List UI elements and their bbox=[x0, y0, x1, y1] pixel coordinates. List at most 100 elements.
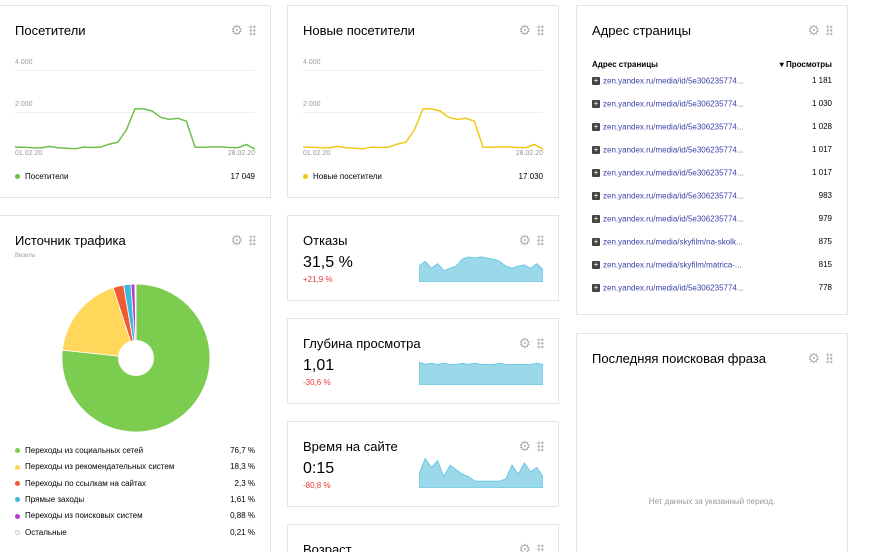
views-count: 1 017 bbox=[811, 145, 832, 154]
expand-icon[interactable]: + bbox=[592, 167, 600, 177]
gear-icon[interactable]: ⚙ bbox=[518, 232, 531, 248]
legend-item: Прямые заходы 1,61 % bbox=[15, 495, 255, 507]
legend-label: Переходы из социальных сетей bbox=[25, 446, 144, 455]
legend-dot bbox=[15, 513, 20, 519]
drag-handle-icon[interactable] bbox=[826, 352, 833, 364]
card-title: Адрес страницы bbox=[592, 23, 691, 38]
metric-delta: -30,6 % bbox=[303, 378, 331, 387]
legend-dot bbox=[15, 464, 20, 470]
gear-icon[interactable]: ⚙ bbox=[230, 232, 243, 248]
pie-slice bbox=[61, 283, 211, 433]
views-count: 1 028 bbox=[811, 122, 832, 131]
gear-icon[interactable]: ⚙ bbox=[518, 22, 531, 38]
drag-handle-icon[interactable] bbox=[537, 234, 544, 246]
metric-delta: +21,9 % bbox=[303, 275, 333, 284]
new-visitors-line-chart bbox=[302, 108, 544, 150]
expand-icon[interactable]: + bbox=[592, 282, 600, 292]
gear-icon[interactable]: ⚙ bbox=[518, 335, 531, 351]
drag-handle-icon[interactable] bbox=[537, 440, 544, 452]
views-count: 979 bbox=[818, 214, 832, 223]
table-row[interactable]: + zen.yandex.ru/media/id/5e306235774... 98… bbox=[592, 191, 832, 203]
card-tools: ⚙ bbox=[518, 336, 544, 350]
page-url-link[interactable]: zen.yandex.ru/media/id/5e306235774... bbox=[603, 122, 744, 132]
page-url-link[interactable]: zen.yandex.ru/media/skyfilm/na-skolk... bbox=[603, 237, 743, 247]
page-url-link[interactable]: zen.yandex.ru/media/id/5e306235774... bbox=[603, 214, 744, 224]
expand-icon[interactable]: + bbox=[592, 259, 600, 269]
column-views-sort[interactable]: ▾ Просмотры bbox=[779, 60, 832, 69]
views-count: 1 017 bbox=[811, 168, 832, 177]
card-title: Отказы bbox=[303, 233, 348, 248]
card-title: Время на сайте bbox=[303, 439, 398, 454]
table-row[interactable]: + zen.yandex.ru/media/id/5e306235774... 1 … bbox=[592, 145, 832, 157]
y-tick-4000: 4 000 bbox=[15, 59, 33, 66]
table-row[interactable]: + zen.yandex.ru/media/id/5e306235774... 77… bbox=[592, 283, 832, 295]
metric-delta: -80,8 % bbox=[303, 481, 331, 490]
page-url-link[interactable]: zen.yandex.ru/media/id/5e306235774... bbox=[603, 283, 744, 293]
table-header: Адрес страницы ▾ Просмотры bbox=[592, 60, 832, 69]
table-row[interactable]: + zen.yandex.ru/media/id/5e306235774... 1 … bbox=[592, 99, 832, 111]
expand-icon[interactable]: + bbox=[592, 236, 600, 246]
gear-icon[interactable]: ⚙ bbox=[807, 22, 820, 38]
table-row[interactable]: + zen.yandex.ru/media/id/5e306235774... 1 … bbox=[592, 168, 832, 180]
y-tick-4000: 4 000 bbox=[303, 59, 321, 66]
legend-percent: 0,88 % bbox=[230, 511, 255, 521]
page-url-link[interactable]: zen.yandex.ru/media/id/5e306235774... bbox=[603, 168, 744, 178]
drag-handle-icon[interactable] bbox=[537, 337, 544, 349]
gridline bbox=[15, 112, 255, 113]
metric-value: 31,5 % bbox=[303, 254, 353, 271]
legend-label: Прямые заходы bbox=[25, 494, 85, 504]
table-row[interactable]: + zen.yandex.ru/media/skyfilm/matrica-...… bbox=[592, 260, 832, 272]
page-url-link[interactable]: zen.yandex.ru/media/id/5e306235774... bbox=[603, 191, 744, 201]
card-tools: ⚙ bbox=[230, 23, 256, 37]
legend-label: Посетители bbox=[25, 172, 69, 181]
drag-handle-icon[interactable] bbox=[249, 24, 256, 36]
depth-card: Глубина просмотра ⚙ 1,01 -30,6 % bbox=[287, 318, 559, 404]
visitors-line-chart bbox=[14, 108, 256, 150]
drag-handle-icon[interactable] bbox=[826, 24, 833, 36]
legend-dot bbox=[15, 497, 20, 503]
drag-handle-icon[interactable] bbox=[537, 543, 544, 552]
sparkline-area bbox=[419, 361, 543, 385]
page-url-link[interactable]: zen.yandex.ru/media/id/5e306235774... bbox=[603, 76, 744, 86]
table-row[interactable]: + zen.yandex.ru/media/id/5e306235774... 1 … bbox=[592, 122, 832, 134]
expand-icon[interactable]: + bbox=[592, 190, 600, 200]
legend-label: Переходы по ссылкам на сайтах bbox=[25, 478, 147, 488]
page-url-link[interactable]: zen.yandex.ru/media/id/5e306235774... bbox=[603, 145, 744, 155]
legend-percent: 18,3 % bbox=[230, 462, 255, 472]
expand-icon[interactable]: + bbox=[592, 121, 600, 131]
legend-item: Остальные 0,21 % bbox=[15, 528, 255, 540]
gear-icon[interactable]: ⚙ bbox=[807, 350, 820, 366]
card-tools: ⚙ bbox=[518, 233, 544, 247]
expand-icon[interactable]: + bbox=[592, 213, 600, 223]
table-row[interactable]: + zen.yandex.ru/media/id/5e306235774... 1 … bbox=[592, 76, 832, 88]
drag-handle-icon[interactable] bbox=[537, 24, 544, 36]
views-count: 875 bbox=[818, 237, 832, 246]
visitors-series-line bbox=[14, 108, 256, 150]
expand-icon[interactable]: + bbox=[592, 75, 600, 85]
traffic-pie-chart bbox=[61, 283, 211, 433]
x-date-start: 01.02.20 bbox=[303, 150, 331, 157]
gear-icon[interactable]: ⚙ bbox=[518, 541, 531, 552]
card-tools: ⚙ bbox=[518, 542, 544, 552]
table-row[interactable]: + zen.yandex.ru/media/skyfilm/na-skolk...… bbox=[592, 237, 832, 249]
card-subtitle: Визиты bbox=[15, 253, 36, 259]
table-row[interactable]: + zen.yandex.ru/media/id/5e306235774... 97… bbox=[592, 214, 832, 226]
page-url-link[interactable]: zen.yandex.ru/media/skyfilm/matrica-... bbox=[603, 260, 742, 270]
time-sparkline bbox=[419, 457, 543, 488]
legend-label: Переходы из рекомендательных систем bbox=[25, 462, 175, 472]
page-url-link[interactable]: zen.yandex.ru/media/id/5e306235774... bbox=[603, 99, 744, 109]
gear-icon[interactable]: ⚙ bbox=[230, 22, 243, 38]
legend-value: 17 030 bbox=[518, 172, 543, 181]
y-tick-2000: 2 000 bbox=[303, 101, 321, 108]
card-title: Возраст bbox=[303, 542, 352, 552]
legend-item: Переходы из рекомендательных систем 18,3 … bbox=[15, 462, 255, 474]
expand-icon[interactable]: + bbox=[592, 98, 600, 108]
card-tools: ⚙ bbox=[807, 351, 833, 365]
views-count: 778 bbox=[818, 283, 832, 292]
expand-icon[interactable]: + bbox=[592, 144, 600, 154]
last-search-phrase-card: Последняя поисковая фраза ⚙ Нет данных з… bbox=[576, 333, 848, 552]
gear-icon[interactable]: ⚙ bbox=[518, 438, 531, 454]
legend-item: Переходы по ссылкам на сайтах 2,3 % bbox=[15, 479, 255, 491]
legend-row: Посетители 17 049 bbox=[15, 172, 255, 184]
drag-handle-icon[interactable] bbox=[249, 234, 256, 246]
